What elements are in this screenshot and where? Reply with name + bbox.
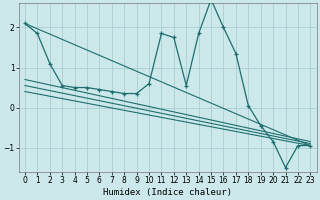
X-axis label: Humidex (Indice chaleur): Humidex (Indice chaleur) — [103, 188, 232, 197]
